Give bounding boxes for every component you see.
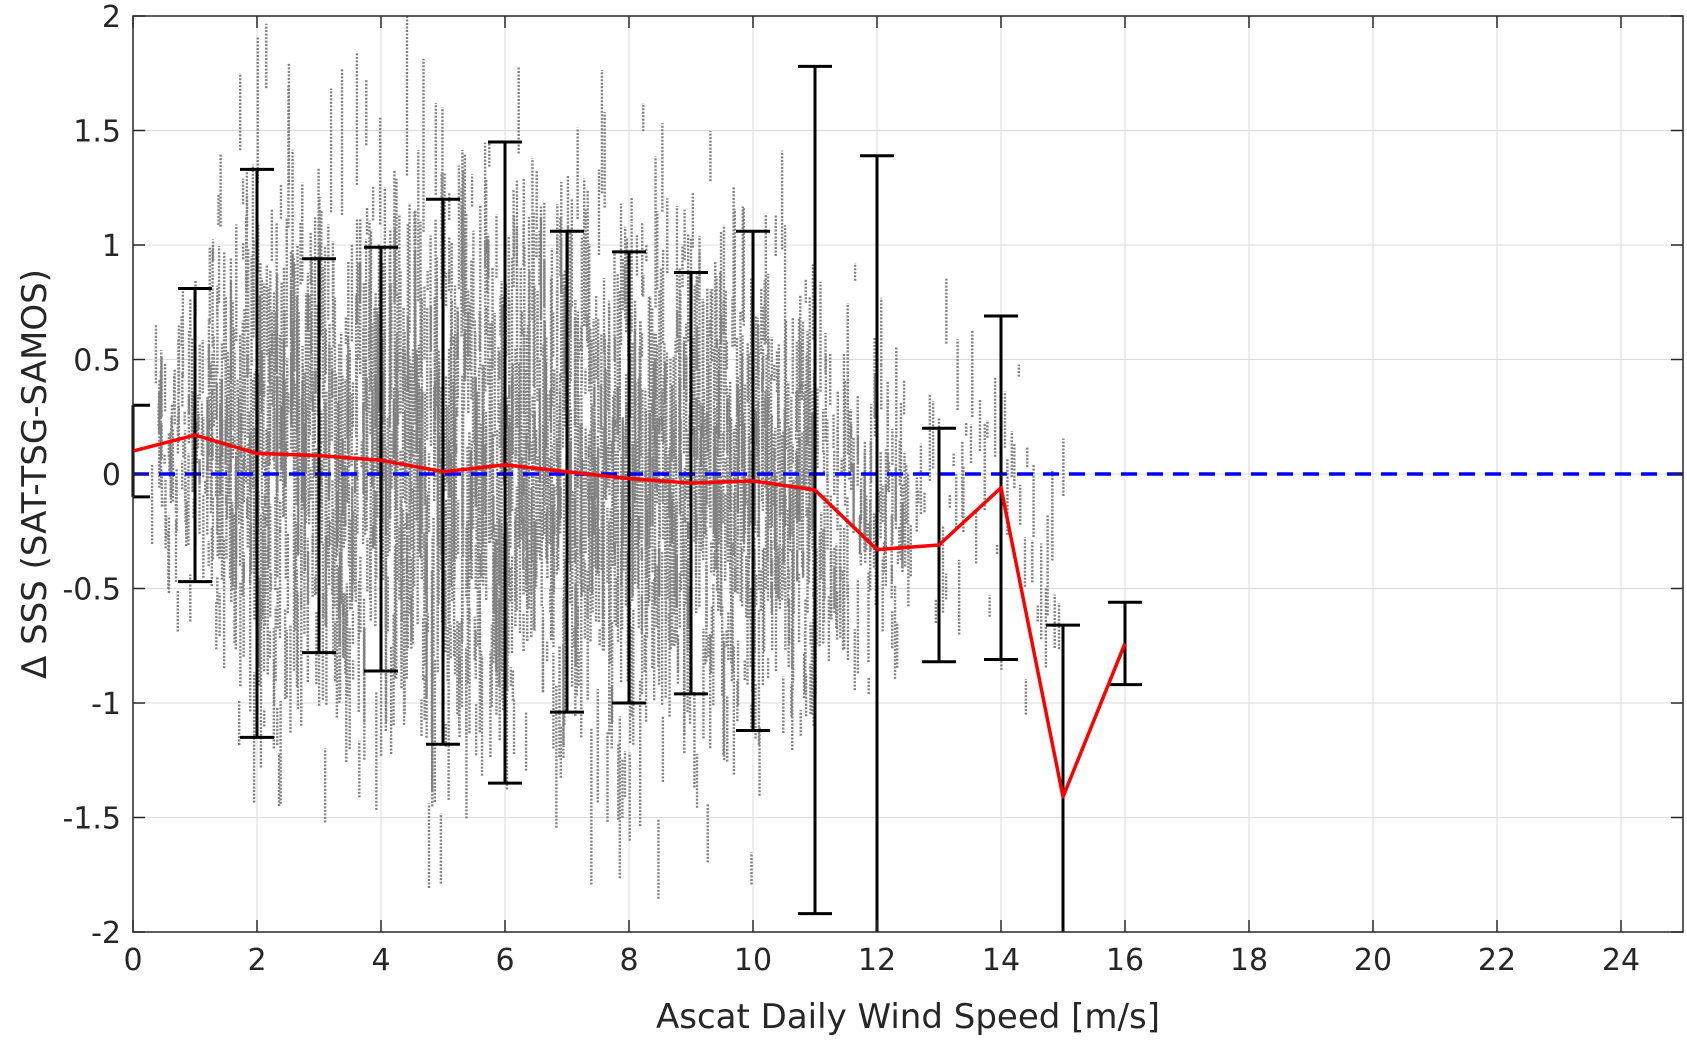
x-tick-label: 0 <box>123 943 142 978</box>
x-tick-label: 20 <box>1354 943 1392 978</box>
y-tick-label: -1 <box>91 687 121 722</box>
y-tick-label: 0 <box>102 458 121 493</box>
x-tick-label: 16 <box>1106 943 1144 978</box>
y-tick-label: -2 <box>91 916 121 951</box>
y-tick-label: -1.5 <box>62 802 121 837</box>
y-tick-label: -0.5 <box>62 573 121 608</box>
x-tick-labels: 0 2 4 6 8 10 12 14 16 18 20 22 24 <box>123 943 1640 978</box>
x-axis-title: Ascat Daily Wind Speed [m/s] <box>656 997 1160 1037</box>
x-tick-label: 22 <box>1478 943 1516 978</box>
scatter-points <box>150 16 1065 899</box>
mean-series-line <box>132 433 1127 799</box>
axes <box>132 15 1684 933</box>
x-tick-label: 8 <box>619 943 638 978</box>
x-tick-label: 24 <box>1602 943 1640 978</box>
x-tick-label: 12 <box>858 943 896 978</box>
y-tick-label: 2 <box>102 0 121 35</box>
x-tick-label: 10 <box>734 943 772 978</box>
x-tick-label: 18 <box>1230 943 1268 978</box>
y-tick-label: 0.5 <box>73 344 121 379</box>
x-tick-label: 14 <box>982 943 1020 978</box>
y-tick-labels: -2 -1.5 -1 -0.5 0 0.5 1 1.5 2 <box>62 0 121 951</box>
y-axis-title: Δ SSS (SAT-TSG-SAMOS) <box>15 269 55 679</box>
x-tick-label: 4 <box>371 943 390 978</box>
y-tick-label: 1 <box>102 229 121 264</box>
x-tick-label: 2 <box>247 943 266 978</box>
y-tick-label: 1.5 <box>73 115 121 150</box>
mean-line <box>132 433 1127 799</box>
x-tick-label: 6 <box>495 943 514 978</box>
